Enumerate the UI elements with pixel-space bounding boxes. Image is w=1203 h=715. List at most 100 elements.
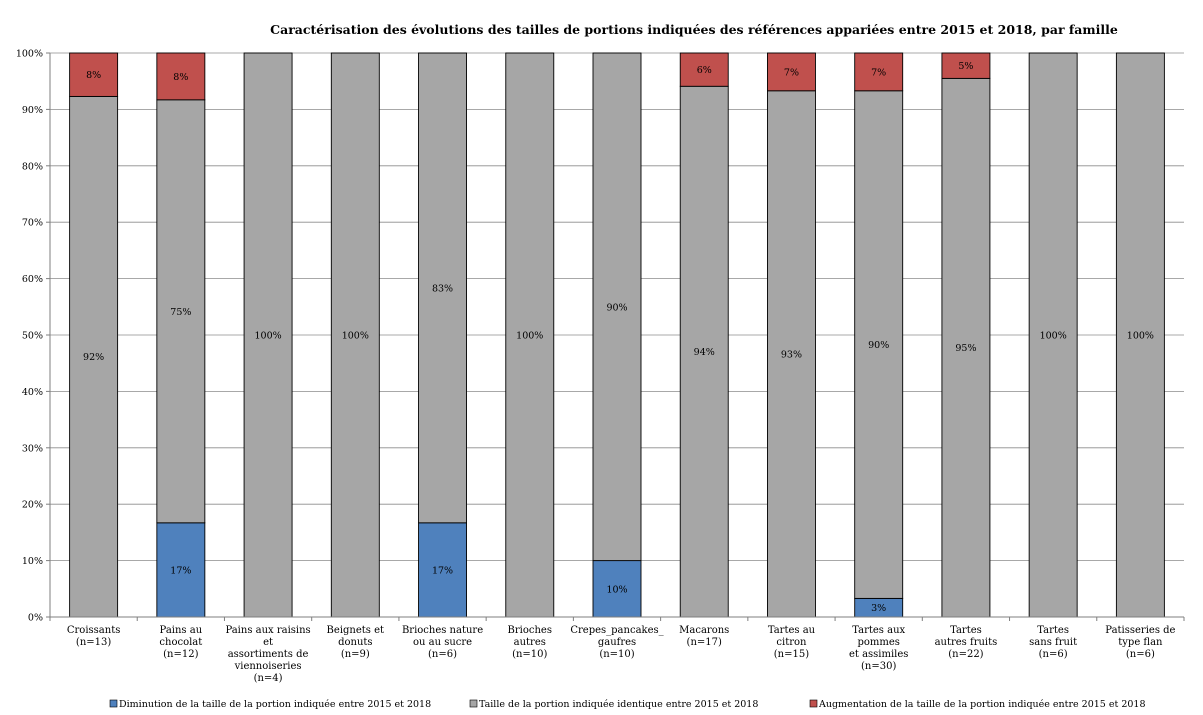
category-label-line: (n=10): [599, 649, 634, 660]
bar-segment: [418, 522, 467, 618]
bar-segment: [679, 52, 729, 87]
legend-swatch: [809, 699, 818, 708]
y-tick-label: 30%: [22, 443, 43, 454]
bar-segment: [941, 77, 991, 618]
data-label: 7%: [784, 67, 799, 78]
category-label-line: (n=22): [948, 649, 983, 660]
data-label: 10%: [606, 584, 627, 595]
category-label-line: donuts: [338, 637, 372, 648]
bar-segment: [767, 52, 816, 92]
y-tick-label: 10%: [22, 556, 43, 567]
category-label-line: (n=4): [254, 673, 283, 684]
category-label: Patisseries de type flan (n=6): [1105, 625, 1175, 660]
data-label: 100%: [254, 331, 281, 342]
category-label-line: Croissants: [67, 625, 120, 636]
category-label-line: Macarons: [679, 625, 729, 636]
y-tick-label: 50%: [22, 331, 43, 342]
data-label: 7%: [871, 67, 886, 78]
bar-segment: [156, 99, 206, 524]
data-label: 94%: [694, 347, 715, 358]
category-label: Tartes sans fruit (n=6): [1029, 625, 1077, 660]
data-label: 8%: [86, 70, 101, 81]
category-label-line: assortiments de: [228, 649, 309, 660]
data-label: 6%: [697, 65, 712, 76]
data-label: 90%: [868, 340, 889, 351]
bar-segment: [679, 85, 729, 618]
category-label-line: (n=6): [428, 649, 457, 660]
data-label: 5%: [958, 61, 973, 72]
data-label: 93%: [781, 349, 802, 360]
bar-segment: [592, 52, 642, 562]
category-label-line: pommes: [857, 637, 899, 648]
y-tick-label: 100%: [16, 49, 43, 60]
data-label: 95%: [955, 343, 976, 354]
category-label-line: (n=6): [1126, 649, 1155, 660]
category-label: Croissants (n=13): [67, 625, 120, 648]
category-label-line: autres fruits: [935, 637, 998, 648]
category-label-line: Pains au: [160, 625, 203, 636]
bars: [69, 52, 1165, 618]
bar-segment: [243, 52, 293, 618]
bar-segment: [418, 52, 467, 524]
legend-swatch: [469, 699, 478, 708]
category-label-line: (n=12): [163, 649, 198, 660]
category-label: Macarons (n=17): [679, 625, 729, 648]
category-label-line: (n=10): [512, 649, 547, 660]
data-label: 3%: [871, 603, 886, 614]
legend: Diminution de la taille de la portion in…: [109, 699, 1146, 710]
category-label: Tartes autres fruits (n=22): [935, 625, 998, 660]
category-label-line: (n=13): [76, 637, 111, 648]
category-label-line: Brioches: [508, 625, 552, 636]
data-label: 92%: [83, 352, 104, 363]
category-label-line: Tartes: [950, 625, 982, 636]
category-label-line: autres: [514, 637, 546, 648]
category-label-line: type flan: [1118, 637, 1163, 648]
bar-segment: [592, 560, 642, 618]
data-label: 17%: [170, 565, 191, 576]
category-label: Beignets et donuts (n=9): [327, 625, 385, 660]
data-label: 100%: [342, 331, 369, 342]
bar-segment: [1028, 52, 1078, 618]
category-label-line: et: [263, 637, 273, 648]
bar-segment: [156, 522, 206, 618]
category-label-line: Beignets et: [327, 625, 385, 636]
data-label: 100%: [1127, 331, 1154, 342]
data-label: 75%: [170, 307, 191, 318]
y-tick-label: 0%: [28, 613, 43, 624]
bar-segment: [854, 90, 904, 599]
bar-segment: [69, 52, 119, 97]
y-tick-label: 20%: [22, 500, 43, 511]
legend-label: Augmentation de la taille de la portion …: [818, 699, 1146, 710]
axes: 0% 10% 20% 30% 40% 50% 60% 70% 80% 90% 100% Croissa…: [16, 49, 1185, 684]
y-tick-label: 70%: [22, 218, 43, 229]
category-label: Tartes au citron (n=15): [768, 625, 816, 660]
category-label-line: (n=9): [341, 649, 370, 660]
category-label-line: chocolat: [159, 637, 202, 648]
category-label: Brioches autres (n=10): [508, 625, 552, 660]
y-tick-label: 40%: [22, 387, 43, 398]
data-label: 100%: [1040, 331, 1067, 342]
category-label: Tartes aux pommes et assimiles (n=30): [849, 625, 908, 672]
data-labels: 92% 8% 17% 75% 8% 100% 100% 17% 83% 100% 10% 90% 94%…: [83, 61, 1154, 614]
category-label: Pains au chocolat (n=12): [159, 625, 202, 660]
category-label: Pains aux raisins et assortiments de vienno…: [225, 625, 310, 684]
category-label-line: Crepes_pancakes_: [570, 625, 663, 636]
category-label-line: Patisseries de: [1105, 625, 1175, 636]
category-label-line: ou au sucre: [413, 637, 472, 648]
bar-segment: [767, 90, 816, 618]
category-label-line: (n=15): [774, 649, 809, 660]
bar-segment: [330, 52, 380, 618]
bar-segment: [69, 95, 119, 618]
category-label: Brioches nature ou au sucre (n=6): [402, 625, 483, 660]
category-label-line: sans fruit: [1029, 637, 1077, 648]
legend-label: Diminution de la taille de la portion in…: [119, 699, 431, 710]
category-label-line: citron: [776, 637, 807, 648]
category-label-line: viennoiseries: [234, 661, 302, 672]
chart-title: Caractérisation des évolutions des taill…: [270, 22, 1118, 37]
y-tick-label: 80%: [22, 161, 43, 172]
bar-segment: [1115, 52, 1165, 618]
bar-segment: [854, 52, 904, 92]
data-label: 83%: [432, 283, 453, 294]
